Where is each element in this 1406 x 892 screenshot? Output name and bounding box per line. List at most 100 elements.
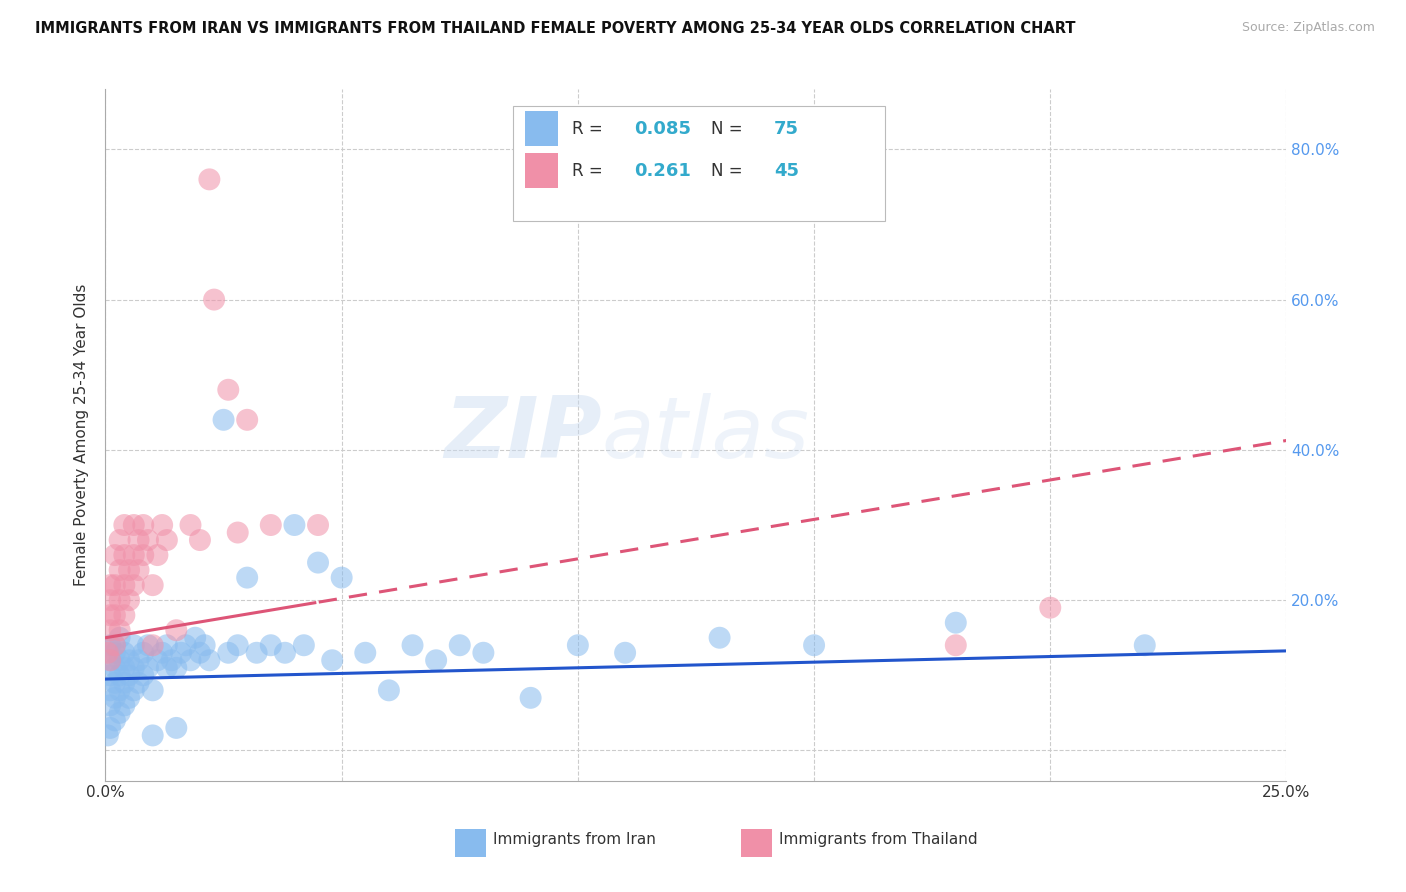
Text: N =: N =	[711, 120, 742, 137]
Point	[122, 661, 145, 675]
Text: R =: R =	[572, 120, 603, 137]
Point	[112, 698, 135, 713]
Point	[803, 638, 825, 652]
Point	[150, 518, 173, 533]
Text: 45: 45	[773, 161, 799, 180]
Point	[108, 631, 131, 645]
Point	[108, 563, 131, 577]
Point	[98, 721, 121, 735]
Point	[108, 593, 131, 607]
Point	[98, 653, 121, 667]
Text: 0.261: 0.261	[634, 161, 692, 180]
Point	[98, 653, 121, 667]
Point	[236, 571, 259, 585]
Point	[188, 533, 211, 547]
Point	[98, 698, 121, 713]
Bar	[456, 829, 485, 856]
Point	[217, 383, 239, 397]
Point	[108, 706, 131, 720]
Point	[184, 631, 207, 645]
Point	[98, 593, 121, 607]
Point	[136, 533, 159, 547]
Point	[122, 683, 145, 698]
Point	[132, 646, 155, 660]
Point	[122, 548, 145, 562]
Point	[98, 578, 121, 592]
Point	[122, 638, 145, 652]
Point	[260, 638, 283, 652]
Text: Immigrants from Iran: Immigrants from Iran	[494, 831, 655, 847]
Point	[108, 624, 131, 638]
Point	[142, 683, 165, 698]
Point	[198, 653, 221, 667]
Point	[217, 646, 239, 660]
Point	[104, 638, 127, 652]
Point	[246, 646, 269, 660]
Text: Source: ZipAtlas.com: Source: ZipAtlas.com	[1241, 21, 1375, 34]
Bar	[524, 112, 558, 146]
Point	[112, 578, 135, 592]
Point	[260, 518, 283, 533]
Point	[122, 578, 145, 592]
Point	[108, 668, 131, 682]
Point	[104, 548, 127, 562]
Point	[118, 668, 141, 682]
Point	[108, 683, 131, 698]
Bar	[741, 829, 772, 856]
Point	[274, 646, 297, 660]
Point	[198, 172, 221, 186]
Point	[104, 714, 127, 728]
FancyBboxPatch shape	[513, 106, 884, 220]
Point	[98, 608, 121, 623]
Text: 75: 75	[773, 120, 799, 137]
Point	[142, 578, 165, 592]
Point	[1039, 600, 1062, 615]
Point	[307, 518, 329, 533]
Point	[709, 631, 731, 645]
Point	[236, 413, 259, 427]
Y-axis label: Female Poverty Among 25-34 Year Olds: Female Poverty Among 25-34 Year Olds	[75, 284, 90, 586]
Point	[156, 638, 179, 652]
Point	[212, 413, 235, 427]
Point	[104, 578, 127, 592]
Point	[283, 518, 305, 533]
Point	[378, 683, 401, 698]
Bar	[524, 153, 558, 188]
Text: Immigrants from Thailand: Immigrants from Thailand	[779, 831, 977, 847]
Point	[146, 548, 169, 562]
Point	[112, 518, 135, 533]
Point	[104, 661, 127, 675]
Point	[122, 518, 145, 533]
Point	[292, 638, 315, 652]
Point	[97, 728, 120, 742]
Text: IMMIGRANTS FROM IRAN VS IMMIGRANTS FROM THAILAND FEMALE POVERTY AMONG 25-34 YEAR: IMMIGRANTS FROM IRAN VS IMMIGRANTS FROM …	[35, 21, 1076, 36]
Point	[118, 563, 141, 577]
Point	[136, 638, 159, 652]
Point	[165, 721, 187, 735]
Point	[156, 533, 179, 547]
Point	[136, 661, 159, 675]
Point	[567, 638, 589, 652]
Point	[330, 571, 353, 585]
Point	[354, 646, 377, 660]
Point	[104, 675, 127, 690]
Point	[128, 675, 150, 690]
Point	[132, 668, 155, 682]
Point	[156, 661, 179, 675]
Point	[108, 533, 131, 547]
Point	[112, 646, 135, 660]
Point	[170, 646, 193, 660]
Point	[118, 690, 141, 705]
Point	[194, 638, 217, 652]
Point	[1133, 638, 1156, 652]
Point	[112, 608, 135, 623]
Text: N =: N =	[711, 161, 742, 180]
Point	[321, 653, 343, 667]
Point	[132, 518, 155, 533]
Point	[160, 653, 183, 667]
Point	[104, 646, 127, 660]
Point	[179, 653, 201, 667]
Point	[128, 563, 150, 577]
Point	[108, 653, 131, 667]
Point	[179, 518, 201, 533]
